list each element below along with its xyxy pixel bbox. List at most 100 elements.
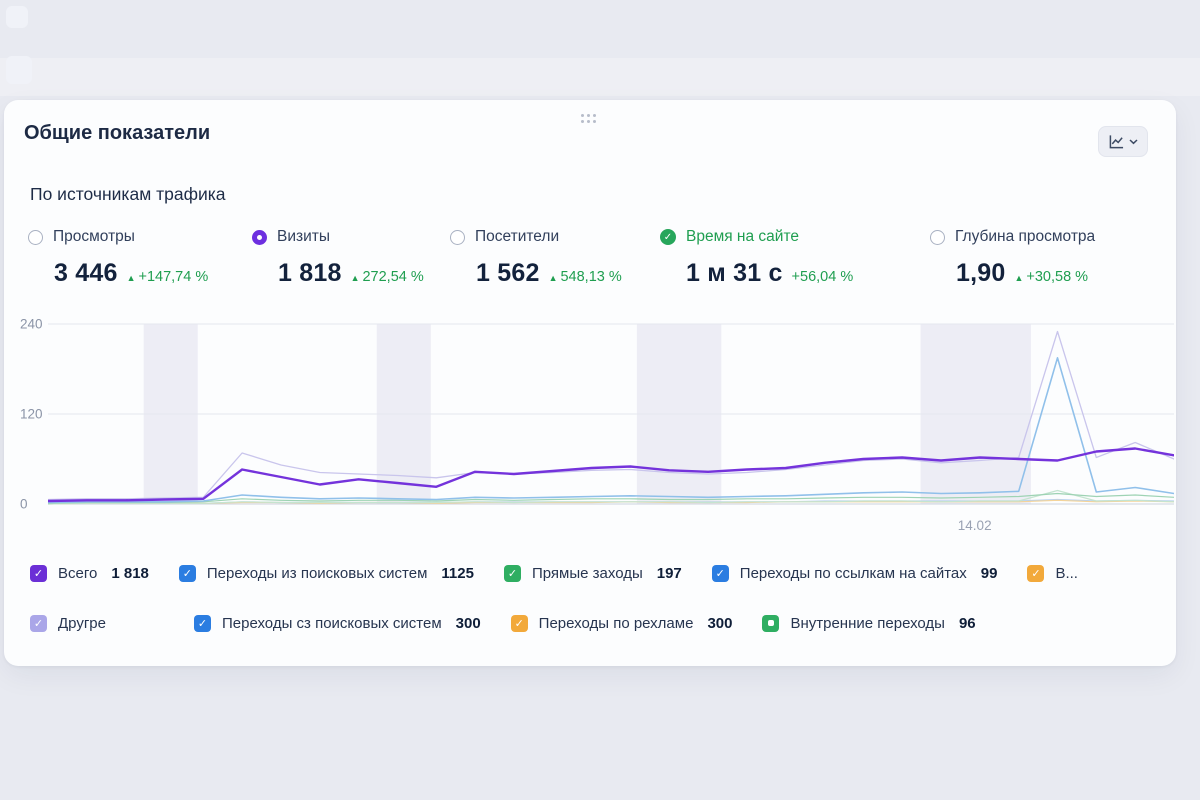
metric-value-row: 1 818 ▲ 272,54 % <box>278 259 424 288</box>
widget-title: Общие показатели <box>24 122 211 144</box>
metric-tab-views[interactable]: Просмотры <box>28 228 208 246</box>
checkbox-icon[interactable]: ✓ <box>30 564 47 582</box>
drag-handle-icon[interactable] <box>581 114 599 126</box>
metric-delta-text: +30,58 % <box>1026 269 1089 285</box>
y-axis-label: 240 <box>20 316 43 332</box>
metric-delta: ▲ 272,54 % <box>351 269 424 285</box>
legend-label: В... <box>1055 564 1078 582</box>
checkbox-icon[interactable]: ✓ <box>178 564 196 582</box>
legend-value: 197 <box>656 564 682 582</box>
section-title: По источникам трафика <box>30 184 226 204</box>
metric-value: 1,90 <box>956 259 1006 287</box>
y-axis-label: 120 <box>20 406 43 422</box>
checkbox-icon[interactable] <box>762 614 780 632</box>
legend-label: Прямые заходы <box>531 564 643 582</box>
line-chart-icon <box>1109 134 1124 149</box>
metric-value-row: 3 446 ▲ +147,74 % <box>54 259 208 288</box>
radio-icon[interactable] <box>450 229 465 245</box>
checkbox-icon[interactable]: ✓ <box>194 614 211 632</box>
checkbox-icon[interactable]: ✓ <box>711 564 729 582</box>
legend-label: Другре <box>58 614 106 632</box>
legend-value: 96 <box>958 614 976 632</box>
background-artifact <box>6 6 28 28</box>
metric-tab-time-on-site[interactable]: ✓ Время на сайте <box>660 228 853 246</box>
checkbox-icon[interactable]: ✓ <box>510 614 528 632</box>
metric-visits: Визиты 1 818 ▲ 272,54 % <box>252 228 424 288</box>
metric-delta-text: 272,54 % <box>362 269 424 285</box>
legend-item-ad-transitions[interactable]: ✓ Переходы по рехламе 300 <box>510 614 733 632</box>
legend-item-truncated-item[interactable]: ✓ В... <box>1027 564 1078 582</box>
legend-label: Внутренние переходы <box>790 614 945 632</box>
metric-delta: ▲ 548,13 % <box>549 269 622 285</box>
up-arrow-icon: ▲ <box>548 273 558 283</box>
legend-item-search-transitions[interactable]: ✓ Переходы из поисковых систем 1125 <box>178 564 474 582</box>
metric-delta: +56,04 % <box>792 269 854 285</box>
metric-views: Просмотры 3 446 ▲ +147,74 % <box>28 228 208 288</box>
checkbox-dot <box>767 620 774 626</box>
legend-label: Всего <box>58 564 98 582</box>
y-axis-label: 0 <box>20 496 28 512</box>
legend-item-other[interactable]: ✓ Другре <box>30 614 164 632</box>
legend-label: Переходы из поисковых систем <box>206 564 428 582</box>
series-line <box>48 330 1174 501</box>
legend-value: 99 <box>980 564 998 582</box>
chart-plot-area[interactable] <box>48 318 1174 510</box>
metric-delta: ▲ +30,58 % <box>1014 269 1088 285</box>
background-artifact <box>6 56 32 84</box>
series-line <box>48 489 1174 505</box>
radio-icon[interactable] <box>930 229 945 245</box>
metric-value-row: 1 562 ▲ 548,13 % <box>476 259 622 288</box>
radio-icon[interactable] <box>28 229 43 245</box>
metric-label: Время на сайте <box>686 228 799 245</box>
metric-selector-row: Просмотры 3 446 ▲ +147,74 % Визиты 1 818 ▲ 272,… <box>28 228 1156 300</box>
legend-label: Переходы сз поисковых систем <box>222 614 442 632</box>
chart-settings-button[interactable] <box>1098 126 1148 157</box>
up-arrow-icon: ▲ <box>1014 273 1024 283</box>
checkbox-icon[interactable]: ✓ <box>503 564 521 582</box>
metric-time-on-site: ✓ Время на сайте 1 м 31 с +56,04 % <box>660 228 853 288</box>
legend-item-search-transitions-2[interactable]: ✓ Переходы сз поисковых систем 300 <box>194 614 481 632</box>
up-arrow-icon: ▲ <box>350 273 360 283</box>
metric-value-row: 1,90 ▲ +30,58 % <box>956 259 1095 288</box>
legend-item-total[interactable]: ✓ Всего 1 818 <box>30 564 149 582</box>
legend-row: ✓ Всего 1 818 ✓ Переходы из поисковых систем… <box>30 561 1158 585</box>
green-check-icon[interactable]: ✓ <box>660 229 676 245</box>
metric-value: 3 446 <box>54 259 118 287</box>
radio-selected-icon[interactable] <box>252 229 267 245</box>
metric-label: Глубина просмотра <box>955 228 1096 245</box>
metric-delta-text: 548,13 % <box>560 269 622 285</box>
legend-item-internal-transitions[interactable]: Внутренние переходы 96 <box>762 614 976 632</box>
metric-delta: ▲ +147,74 % <box>127 269 209 285</box>
legend-item-site-link-transitions[interactable]: ✓ Переходы по ссылкам на сайтах 99 <box>711 564 998 582</box>
legend-label: Переходы по рехламе <box>538 614 694 632</box>
legend-value: 300 <box>455 614 481 632</box>
checkbox-icon[interactable]: ✓ <box>1027 564 1045 582</box>
metric-tab-visits[interactable]: Визиты <box>252 228 424 246</box>
legend-value: 1125 <box>441 564 474 582</box>
metric-label: Визиты <box>277 228 331 245</box>
legend-row: ✓ Другре ✓ Переходы сз поисковых систем 300 ✓… <box>30 611 1158 635</box>
widget-card: Общие показатели По источникам трафика П… <box>4 100 1176 666</box>
metric-view-depth: Глубина просмотра 1,90 ▲ +30,58 % <box>930 228 1095 288</box>
metric-tab-visitors[interactable]: Посетители <box>450 228 622 246</box>
chart-legend: ✓ Всего 1 818 ✓ Переходы из поисковых систем… <box>30 561 1158 661</box>
legend-label: Переходы по ссылкам на сайтах <box>739 564 967 582</box>
checkbox-icon[interactable]: ✓ <box>30 614 47 632</box>
metric-delta-text: +147,74 % <box>138 269 209 285</box>
metric-value: 1 562 <box>476 259 540 287</box>
legend-item-direct-visits[interactable]: ✓ Прямые заходы 197 <box>503 564 682 582</box>
radio-dot <box>257 234 262 240</box>
metric-value: 1 м 31 с <box>686 259 783 287</box>
traffic-chart: 240 120 0 14.02 <box>4 312 1176 540</box>
background-strip <box>0 58 1200 96</box>
x-axis-tick-label: 14.02 <box>957 518 992 533</box>
series-line <box>48 356 1174 504</box>
metric-delta-text: +56,04 % <box>791 269 854 285</box>
chevron-down-icon <box>1128 138 1138 145</box>
metric-label: Просмотры <box>53 228 135 245</box>
series-line <box>48 447 1174 503</box>
metric-tab-view-depth[interactable]: Глубина просмотра <box>930 228 1095 246</box>
legend-value: 300 <box>707 614 733 632</box>
metric-label: Посетители <box>475 228 560 245</box>
